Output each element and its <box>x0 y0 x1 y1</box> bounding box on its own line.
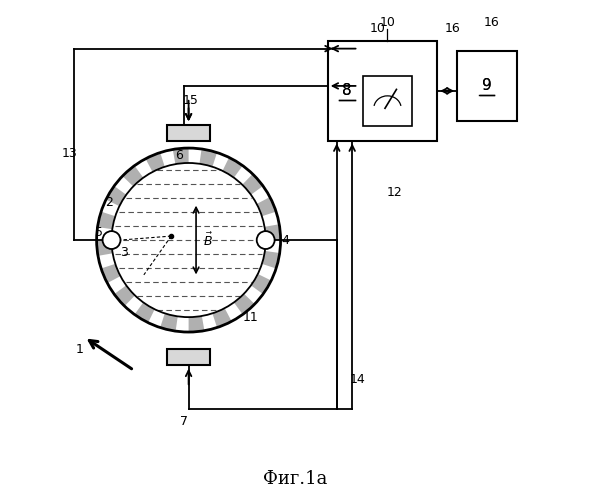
Polygon shape <box>189 316 204 332</box>
Polygon shape <box>135 302 155 322</box>
Text: 5: 5 <box>95 226 103 239</box>
Polygon shape <box>256 197 276 216</box>
Polygon shape <box>122 166 143 186</box>
Polygon shape <box>212 308 232 328</box>
Bar <box>328 41 437 140</box>
Polygon shape <box>145 152 165 172</box>
Polygon shape <box>114 286 135 306</box>
Polygon shape <box>222 158 243 178</box>
Text: 11: 11 <box>243 310 259 324</box>
Text: 14: 14 <box>350 373 365 386</box>
Text: 6: 6 <box>175 149 183 162</box>
Polygon shape <box>173 148 189 164</box>
Polygon shape <box>199 149 217 167</box>
Polygon shape <box>106 186 126 206</box>
Text: 13: 13 <box>61 146 77 160</box>
Bar <box>167 349 210 365</box>
Text: Фиг.1a: Фиг.1a <box>264 470 327 488</box>
Text: 2: 2 <box>105 196 113 209</box>
Polygon shape <box>98 212 115 229</box>
Text: 9: 9 <box>482 78 492 94</box>
Text: $\vec{B}$: $\vec{B}$ <box>203 232 212 248</box>
Bar <box>457 51 517 120</box>
Bar <box>363 76 413 126</box>
Text: 10: 10 <box>379 16 395 29</box>
Polygon shape <box>101 264 121 283</box>
Text: 16: 16 <box>444 22 460 35</box>
Polygon shape <box>262 251 280 268</box>
Text: 3: 3 <box>120 246 128 259</box>
Polygon shape <box>265 224 281 240</box>
Text: 10: 10 <box>369 22 385 35</box>
Text: 1: 1 <box>75 343 83 356</box>
Polygon shape <box>96 240 113 256</box>
Text: 7: 7 <box>180 415 187 428</box>
Text: 16: 16 <box>484 16 500 29</box>
Text: 8: 8 <box>342 84 352 98</box>
Polygon shape <box>251 274 271 294</box>
Bar <box>167 125 210 141</box>
Circle shape <box>256 231 275 249</box>
Circle shape <box>103 231 121 249</box>
Text: 4: 4 <box>282 234 290 246</box>
Text: 12: 12 <box>387 186 403 200</box>
Text: 15: 15 <box>183 94 199 108</box>
Polygon shape <box>160 314 178 331</box>
Text: 9: 9 <box>482 78 492 94</box>
Polygon shape <box>242 174 263 195</box>
Polygon shape <box>234 294 255 314</box>
Text: 8: 8 <box>342 84 352 98</box>
